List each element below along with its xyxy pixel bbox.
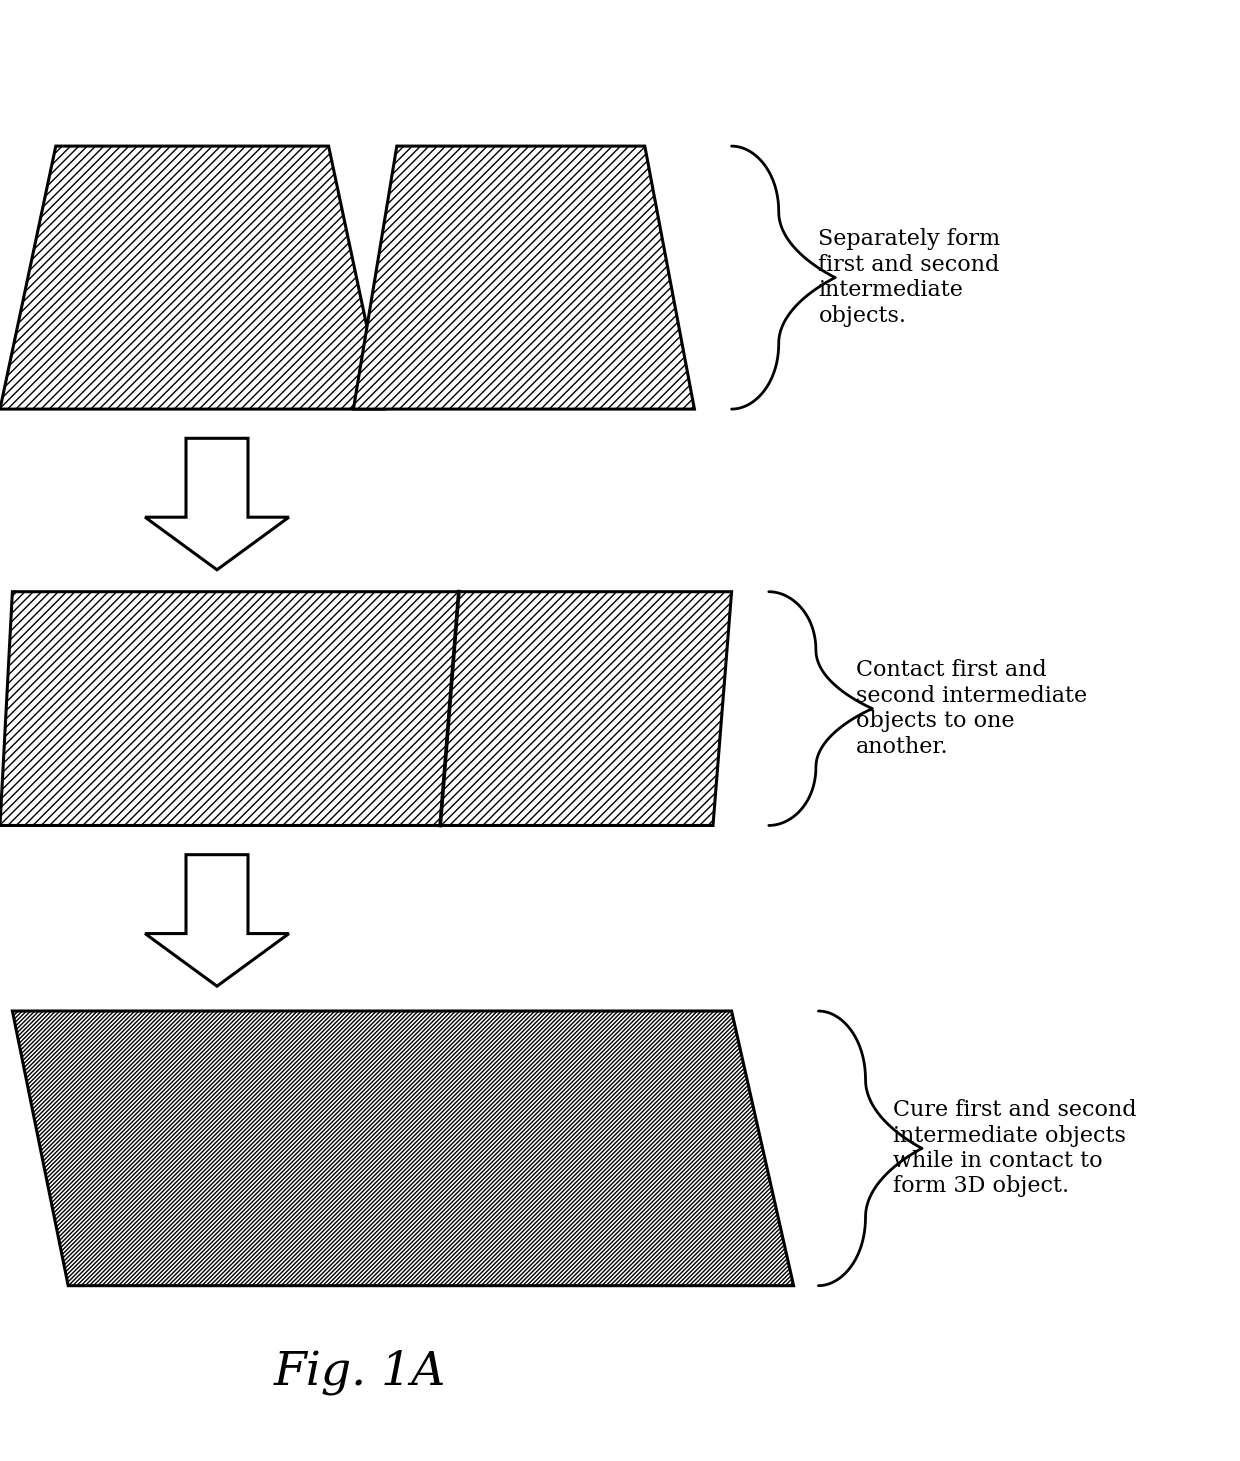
Polygon shape [145,855,289,986]
Polygon shape [145,438,289,570]
Text: Cure first and second
intermediate objects
while in contact to
form 3D object.: Cure first and second intermediate objec… [893,1099,1136,1198]
Polygon shape [353,146,694,409]
Text: Fig. 1A: Fig. 1A [273,1350,446,1395]
Polygon shape [0,146,384,409]
Polygon shape [0,592,732,825]
Polygon shape [12,1011,794,1286]
Text: Contact first and
second intermediate
objects to one
another.: Contact first and second intermediate ob… [856,659,1086,758]
Text: Separately form
first and second
intermediate
objects.: Separately form first and second interme… [818,228,1001,327]
